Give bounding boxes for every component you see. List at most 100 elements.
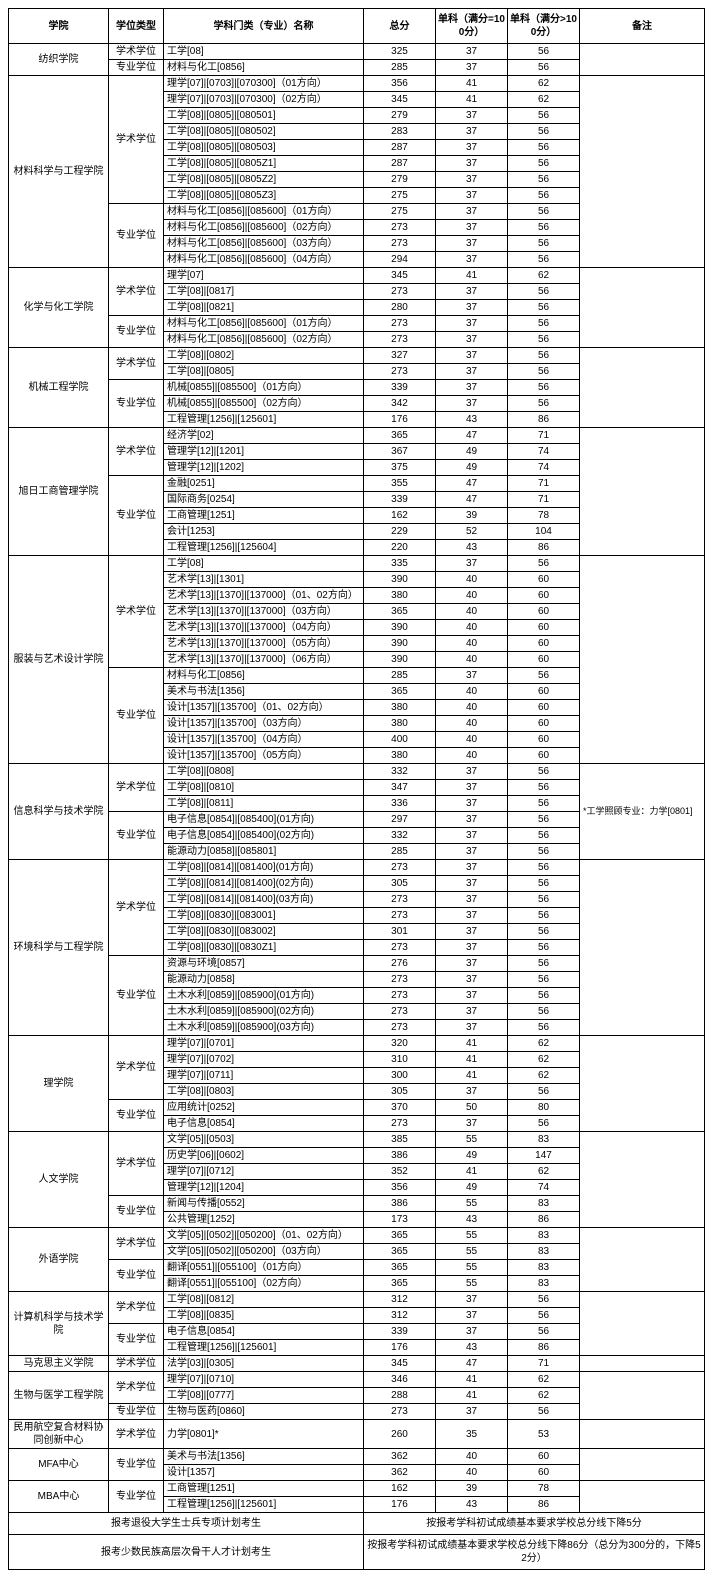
cell-total: 332	[364, 828, 436, 844]
cell-sub100: 37	[436, 188, 508, 204]
cell-total: 297	[364, 812, 436, 828]
cell-total: 288	[364, 1388, 436, 1404]
cell-subgt100: 71	[508, 476, 580, 492]
cell-college: 民用航空复合材料协同创新中心	[9, 1420, 109, 1449]
cell-total: 335	[364, 556, 436, 572]
table-row: 旭日工商管理学院学术学位经济学[02]3654771	[9, 428, 705, 444]
cell-subgt100: 56	[508, 988, 580, 1004]
cell-major: 能源动力[0858]	[164, 972, 364, 988]
cell-college: 旭日工商管理学院	[9, 428, 109, 556]
footer-left: 报考退役大学生士兵专项计划考生	[9, 1513, 364, 1535]
cell-major: 艺术学[13]|[1370]|[137000]（03方向）	[164, 604, 364, 620]
table-row: 计算机科学与技术学院学术学位工学[08]|[0812]3123756	[9, 1292, 705, 1308]
cell-total: 273	[364, 236, 436, 252]
cell-subgt100: 56	[508, 44, 580, 60]
cell-sub100: 37	[436, 124, 508, 140]
cell-total: 283	[364, 124, 436, 140]
cell-total: 386	[364, 1196, 436, 1212]
cell-degree: 专业学位	[109, 1196, 164, 1228]
cell-major: 力学[0801]*	[164, 1420, 364, 1449]
cell-total: 365	[364, 684, 436, 700]
cell-sub100: 47	[436, 428, 508, 444]
cell-total: 325	[364, 44, 436, 60]
cell-total: 273	[364, 364, 436, 380]
cell-total: 273	[364, 284, 436, 300]
cell-sub100: 40	[436, 652, 508, 668]
cell-subgt100: 56	[508, 156, 580, 172]
cell-total: 275	[364, 188, 436, 204]
cell-remark	[580, 348, 705, 428]
cell-sub100: 37	[436, 108, 508, 124]
cell-major: 工程管理[1256]|[125601]	[164, 412, 364, 428]
cell-sub100: 37	[436, 44, 508, 60]
cell-major: 理学[07]	[164, 268, 364, 284]
cell-sub100: 37	[436, 348, 508, 364]
cell-total: 229	[364, 524, 436, 540]
cell-total: 279	[364, 172, 436, 188]
cell-major: 设计[1357]|[135700]（04方向）	[164, 732, 364, 748]
cell-subgt100: 56	[508, 1020, 580, 1036]
cell-total: 352	[364, 1164, 436, 1180]
cell-total: 305	[364, 876, 436, 892]
cell-college: 人文学院	[9, 1132, 109, 1228]
cell-subgt100: 56	[508, 316, 580, 332]
cell-subgt100: 56	[508, 108, 580, 124]
cell-sub100: 55	[436, 1228, 508, 1244]
cell-sub100: 37	[436, 844, 508, 860]
cell-subgt100: 56	[508, 940, 580, 956]
cell-subgt100: 62	[508, 1052, 580, 1068]
cell-degree: 学术学位	[109, 44, 164, 60]
cell-subgt100: 56	[508, 220, 580, 236]
cell-major: 艺术学[13]|[1370]|[137000]（05方向）	[164, 636, 364, 652]
cell-degree: 专业学位	[109, 1481, 164, 1513]
cell-subgt100: 56	[508, 332, 580, 348]
cell-subgt100: 104	[508, 524, 580, 540]
cell-degree: 学术学位	[109, 1228, 164, 1260]
cell-total: 380	[364, 700, 436, 716]
cell-subgt100: 56	[508, 1116, 580, 1132]
cell-sub100: 47	[436, 492, 508, 508]
cell-major: 机械[0855]|[085500]（02方向）	[164, 396, 364, 412]
cell-sub100: 37	[436, 940, 508, 956]
table-row: 化学与化工学院学术学位理学[07]3454162	[9, 268, 705, 284]
cell-total: 273	[364, 1020, 436, 1036]
cell-subgt100: 86	[508, 1212, 580, 1228]
cell-subgt100: 60	[508, 1465, 580, 1481]
cell-major: 材料与化工[0856]|[085600]（02方向）	[164, 332, 364, 348]
cell-subgt100: 56	[508, 764, 580, 780]
cell-sub100: 37	[436, 1308, 508, 1324]
cell-total: 342	[364, 396, 436, 412]
cell-subgt100: 71	[508, 1356, 580, 1372]
cell-major: 材料与化工[0856]|[085600]（01方向）	[164, 204, 364, 220]
cell-total: 287	[364, 156, 436, 172]
cell-sub100: 40	[436, 636, 508, 652]
cell-sub100: 37	[436, 220, 508, 236]
cell-major: 翻译[0551]|[055100]（01方向）	[164, 1260, 364, 1276]
cell-subgt100: 62	[508, 76, 580, 92]
cell-sub100: 41	[436, 1036, 508, 1052]
cell-subgt100: 83	[508, 1196, 580, 1212]
cell-sub100: 37	[436, 956, 508, 972]
cell-total: 365	[364, 1228, 436, 1244]
cell-remark	[580, 76, 705, 268]
cell-total: 310	[364, 1052, 436, 1068]
cell-remark	[580, 556, 705, 764]
cell-remark	[580, 860, 705, 1036]
cell-subgt100: 56	[508, 1004, 580, 1020]
cell-sub100: 40	[436, 1465, 508, 1481]
cell-major: 翻译[0551]|[055100]（02方向）	[164, 1276, 364, 1292]
cell-sub100: 39	[436, 1481, 508, 1497]
cell-subgt100: 56	[508, 124, 580, 140]
cell-total: 346	[364, 1372, 436, 1388]
cell-major: 材料与化工[0856]	[164, 668, 364, 684]
cell-sub100: 37	[436, 156, 508, 172]
cell-subgt100: 60	[508, 1449, 580, 1465]
cell-sub100: 40	[436, 572, 508, 588]
cell-subgt100: 56	[508, 828, 580, 844]
cell-total: 285	[364, 844, 436, 860]
cell-major: 电子信息[0854]|[085400](02方向)	[164, 828, 364, 844]
cell-major: 艺术学[13]|[1370]|[137000]（01、02方向）	[164, 588, 364, 604]
cell-total: 327	[364, 348, 436, 364]
cell-sub100: 43	[436, 540, 508, 556]
cell-total: 287	[364, 140, 436, 156]
